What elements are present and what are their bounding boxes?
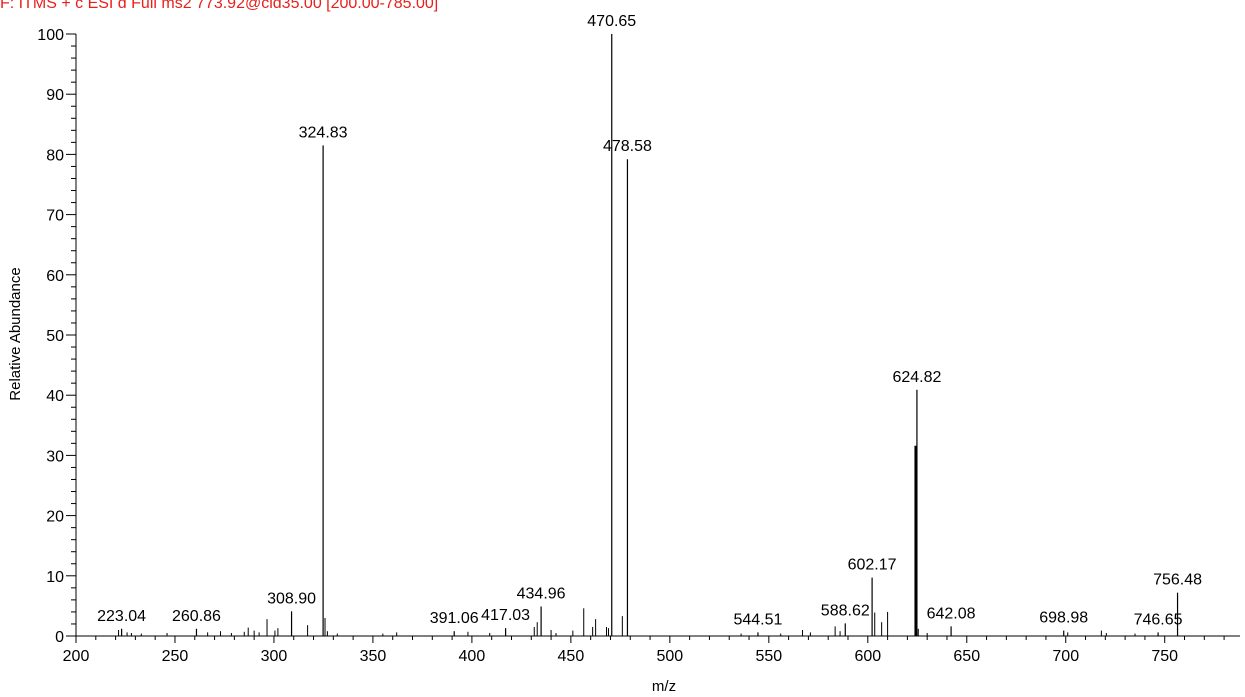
peak-label: 756.48: [1153, 572, 1202, 589]
x-tick-label: 650: [953, 648, 980, 665]
y-tick-label: 50: [46, 328, 64, 345]
x-tick-label: 600: [854, 648, 881, 665]
x-tick-label: 550: [755, 648, 782, 665]
y-tick-label: 90: [46, 87, 64, 104]
peaks: [118, 34, 1179, 636]
y-axis-title: Relative Abundance: [7, 267, 24, 400]
peak-label: 417.03: [481, 607, 530, 624]
y-tick-label: 80: [46, 147, 64, 164]
peak-labels: 223.04 260.86 308.90 324.83 391.06 417.03 434.…: [97, 13, 1202, 628]
peak-label: 602.17: [848, 557, 897, 574]
y-tick-label: 30: [46, 448, 64, 465]
scan-filter-header: F: ITMS + c ESI d Full ms2 773.92@cid35.…: [0, 0, 439, 12]
x-tick-label: 250: [162, 648, 189, 665]
y-tick-label: 10: [46, 569, 64, 586]
peak-label: 624.82: [892, 369, 941, 386]
peak-label: 642.08: [927, 605, 976, 622]
peak-label: 478.58: [603, 138, 652, 155]
peak-label: 746.65: [1134, 611, 1183, 628]
x-tick-label: 300: [261, 648, 288, 665]
peak-label: 588.62: [821, 602, 870, 619]
y-tick-label: 0: [55, 629, 64, 646]
y-tick-label: 40: [46, 388, 64, 405]
peak-label: 324.83: [299, 124, 348, 141]
x-axis-title: m/z: [652, 678, 676, 695]
peak-label: 434.96: [517, 586, 566, 603]
axes: 200 250 300 350 400 450 500 550 600 650 700 750 0 10 2…: [37, 27, 1240, 665]
x-tick-label: 700: [1052, 648, 1079, 665]
peak-label: 544.51: [733, 611, 782, 628]
peak-label: 223.04: [97, 608, 146, 625]
x-tick-label: 200: [63, 648, 90, 665]
peak-label: 308.90: [267, 590, 316, 607]
y-tick-label: 20: [46, 509, 64, 526]
x-tick-label: 750: [1151, 648, 1178, 665]
y-tick-label: 60: [46, 268, 64, 285]
peak-label: 260.86: [172, 608, 221, 625]
x-tick-label: 350: [360, 648, 387, 665]
y-tick-label: 100: [37, 27, 64, 44]
x-tick-label: 500: [656, 648, 683, 665]
peak-label: 698.98: [1039, 610, 1088, 627]
x-tick-label: 400: [459, 648, 486, 665]
peak-label: 391.06: [430, 610, 479, 627]
y-tick-label: 70: [46, 208, 64, 225]
peak-label: 470.65: [587, 13, 636, 30]
x-tick-label: 450: [558, 648, 585, 665]
